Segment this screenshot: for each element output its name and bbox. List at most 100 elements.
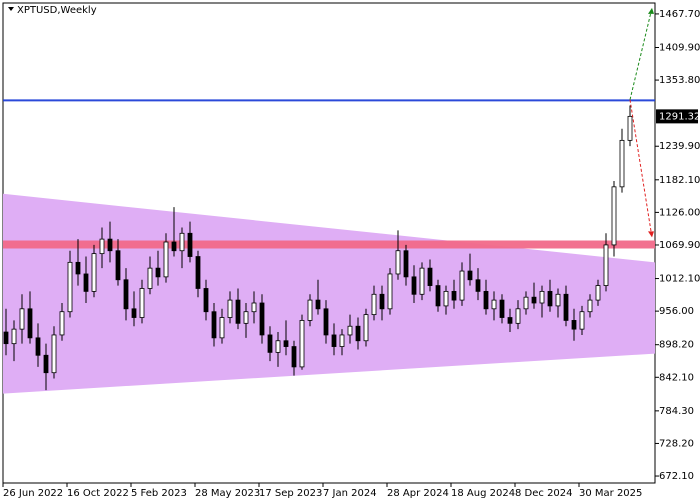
x-tick-label: 7 Jan 2024 bbox=[323, 488, 377, 499]
y-tick-label: 842.10 bbox=[659, 372, 694, 383]
candle-body bbox=[451, 290, 457, 301]
candle-body bbox=[139, 288, 145, 318]
candle-body bbox=[235, 299, 241, 324]
candle-body bbox=[195, 256, 201, 289]
candle-body bbox=[51, 334, 57, 374]
candle-body bbox=[395, 250, 401, 275]
candle-body bbox=[339, 334, 345, 347]
candle-body bbox=[523, 296, 529, 310]
candle-body bbox=[547, 290, 553, 307]
candle-body bbox=[499, 299, 505, 318]
candle-body bbox=[307, 299, 313, 321]
candle-body bbox=[99, 238, 105, 255]
y-tick-label: 1069.90 bbox=[659, 240, 700, 251]
candle-body bbox=[459, 270, 465, 301]
candle-body bbox=[411, 276, 417, 295]
candle-body bbox=[435, 285, 441, 307]
x-tick-label: 28 Apr 2024 bbox=[387, 488, 449, 499]
candle-body bbox=[611, 186, 617, 246]
candle-body bbox=[211, 311, 217, 339]
axes: 672.10 728.20 784.30 842.10 898.20 956.00 1012… bbox=[2, 9, 700, 499]
candle-body bbox=[67, 261, 73, 313]
candle-body bbox=[35, 337, 41, 356]
candle-body bbox=[531, 296, 537, 304]
candle-body bbox=[555, 293, 561, 307]
candle-body bbox=[163, 241, 169, 278]
arrow-head bbox=[648, 231, 654, 238]
menu-arrow[interactable] bbox=[8, 7, 14, 11]
candle-body bbox=[219, 317, 225, 339]
plot-area bbox=[3, 99, 655, 394]
y-tick-label: 1012.10 bbox=[659, 274, 700, 285]
candle-body bbox=[419, 267, 425, 295]
candle-body bbox=[259, 302, 265, 336]
candle-body bbox=[403, 250, 409, 278]
candle-body bbox=[515, 308, 521, 324]
y-tick-label: 898.20 bbox=[659, 340, 694, 351]
forecast-up bbox=[629, 7, 653, 100]
price-label: 1291.32 bbox=[659, 111, 700, 122]
candle-body bbox=[347, 325, 353, 336]
candle-body bbox=[299, 320, 305, 368]
x-tick-label: 8 Dec 2024 bbox=[515, 488, 573, 499]
candle-body bbox=[619, 139, 625, 188]
price-box bbox=[656, 109, 698, 124]
candle-body bbox=[275, 340, 281, 353]
candle-body bbox=[475, 279, 481, 292]
candle-body bbox=[59, 311, 65, 336]
candle-body bbox=[187, 232, 193, 257]
arrow-head bbox=[648, 7, 654, 14]
candle-body bbox=[43, 354, 49, 374]
candle-body bbox=[115, 250, 121, 281]
candle-body bbox=[107, 238, 113, 252]
candle-body bbox=[579, 311, 585, 330]
candle-body bbox=[563, 293, 569, 321]
candle-body bbox=[627, 115, 633, 141]
candle-body bbox=[427, 267, 433, 286]
y-tick-label: 672.10 bbox=[659, 471, 694, 482]
y-tick-label: 728.20 bbox=[659, 438, 694, 449]
y-tick-label: 1239.90 bbox=[659, 141, 700, 152]
candle-body bbox=[331, 334, 337, 347]
x-tick-label: 18 Aug 2024 bbox=[451, 488, 515, 499]
y-tick-label: 1409.90 bbox=[659, 42, 700, 53]
candle-body bbox=[483, 290, 489, 310]
candle-body bbox=[267, 334, 273, 353]
candle-body bbox=[283, 340, 289, 347]
y-tick-label: 956.00 bbox=[659, 306, 694, 317]
candle-body bbox=[3, 331, 9, 345]
y-tick-label: 1467.70 bbox=[659, 9, 700, 20]
candle-body bbox=[11, 328, 17, 345]
y-tick-label: 1353.80 bbox=[659, 75, 700, 86]
candle-body bbox=[379, 293, 385, 310]
candle-body bbox=[27, 308, 33, 339]
candle-body bbox=[587, 299, 593, 313]
candle-body bbox=[243, 311, 249, 324]
candle-body bbox=[291, 346, 297, 368]
candle-body bbox=[171, 241, 177, 252]
candle-body bbox=[507, 317, 513, 324]
x-tick-label: 26 Jun 2022 bbox=[3, 488, 63, 499]
candle-body bbox=[75, 261, 81, 275]
forecast-down bbox=[629, 99, 653, 238]
candle-body bbox=[371, 293, 377, 316]
x-tick-label: 5 Feb 2023 bbox=[131, 488, 187, 499]
y-tick-label: 1182.10 bbox=[659, 175, 700, 186]
chart-title: XPTUSD,Weekly bbox=[17, 5, 97, 16]
candle-body bbox=[323, 308, 329, 336]
candle-body bbox=[539, 290, 545, 304]
candle-body bbox=[491, 299, 497, 310]
candle-body bbox=[443, 290, 449, 307]
candle-body bbox=[315, 299, 321, 310]
candle-body bbox=[363, 314, 369, 342]
candle-body bbox=[155, 267, 161, 278]
candle-body bbox=[203, 288, 209, 313]
candle-body bbox=[123, 279, 129, 310]
candle-body bbox=[467, 270, 473, 281]
candle-body bbox=[603, 244, 609, 286]
x-tick-label: 16 Oct 2022 bbox=[67, 488, 129, 499]
candle-body bbox=[387, 273, 393, 310]
candle-body bbox=[251, 302, 257, 313]
candle-body bbox=[227, 299, 233, 318]
